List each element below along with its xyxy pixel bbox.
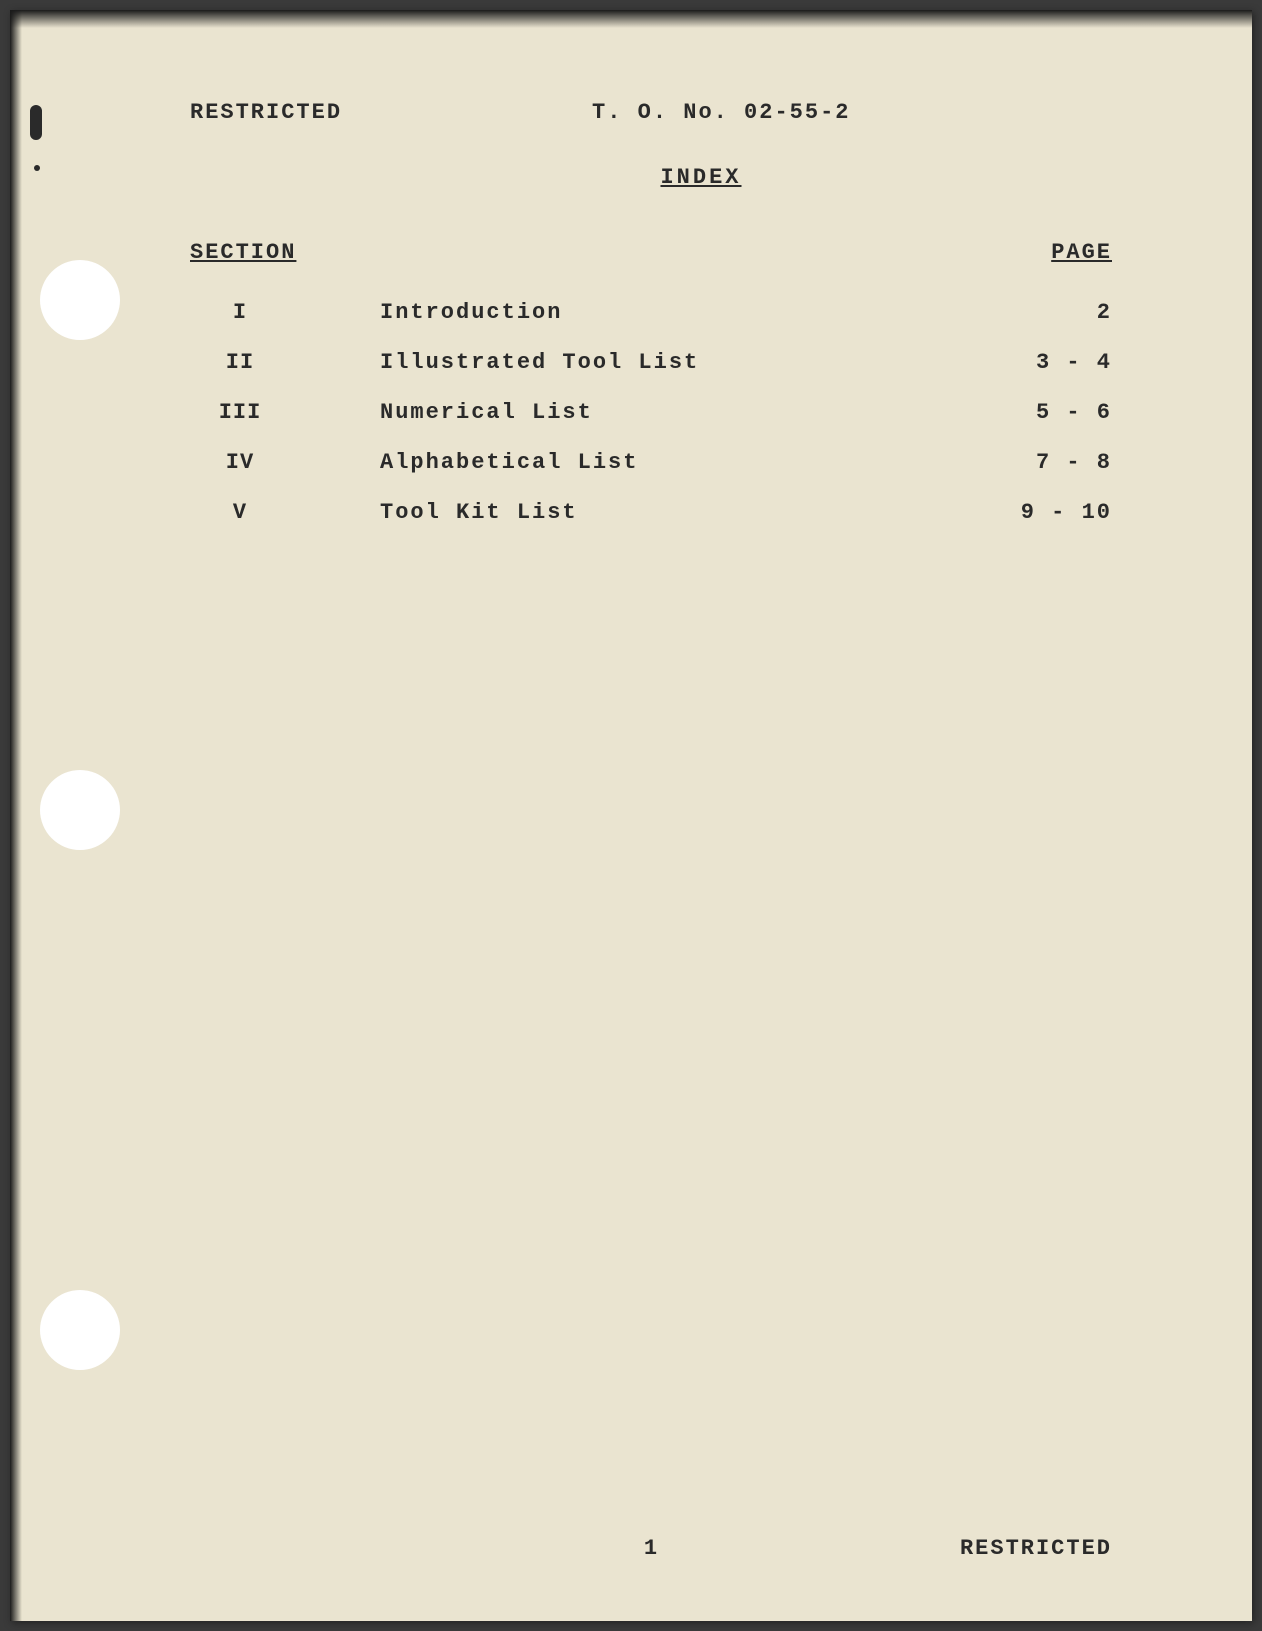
classification-label-top: RESTRICTED	[190, 100, 342, 125]
page-number: 1	[644, 1536, 658, 1561]
page-content: RESTRICTED T. O. No. 02-55-2 INDEX SECTI…	[10, 10, 1252, 1621]
section-number: I	[190, 300, 290, 325]
section-title: Tool Kit List	[290, 500, 992, 525]
section-number: V	[190, 500, 290, 525]
index-title: INDEX	[290, 165, 1112, 190]
header-row: RESTRICTED T. O. No. 02-55-2	[190, 100, 1112, 125]
page-range: 2	[992, 300, 1112, 325]
section-column-header: SECTION	[190, 240, 296, 265]
page-column-header: PAGE	[1051, 240, 1112, 265]
index-row: III Numerical List 5 - 6	[190, 400, 1112, 425]
section-title: Numerical List	[290, 400, 992, 425]
page-range: 7 - 8	[992, 450, 1112, 475]
page-range: 3 - 4	[992, 350, 1112, 375]
page-range: 5 - 6	[992, 400, 1112, 425]
document-page: RESTRICTED T. O. No. 02-55-2 INDEX SECTI…	[10, 10, 1252, 1621]
section-number: II	[190, 350, 290, 375]
index-row: IV Alphabetical List 7 - 8	[190, 450, 1112, 475]
section-title: Illustrated Tool List	[290, 350, 992, 375]
document-number: T. O. No. 02-55-2	[592, 100, 850, 125]
section-number: III	[190, 400, 290, 425]
page-range: 9 - 10	[992, 500, 1112, 525]
index-table-header: SECTION PAGE	[190, 240, 1112, 265]
section-number: IV	[190, 450, 290, 475]
index-row: V Tool Kit List 9 - 10	[190, 500, 1112, 525]
index-row: II Illustrated Tool List 3 - 4	[190, 350, 1112, 375]
page-footer: 1 RESTRICTED	[190, 1536, 1112, 1561]
classification-label-bottom: RESTRICTED	[960, 1536, 1112, 1561]
section-title: Alphabetical List	[290, 450, 992, 475]
section-title: Introduction	[290, 300, 992, 325]
index-row: I Introduction 2	[190, 300, 1112, 325]
